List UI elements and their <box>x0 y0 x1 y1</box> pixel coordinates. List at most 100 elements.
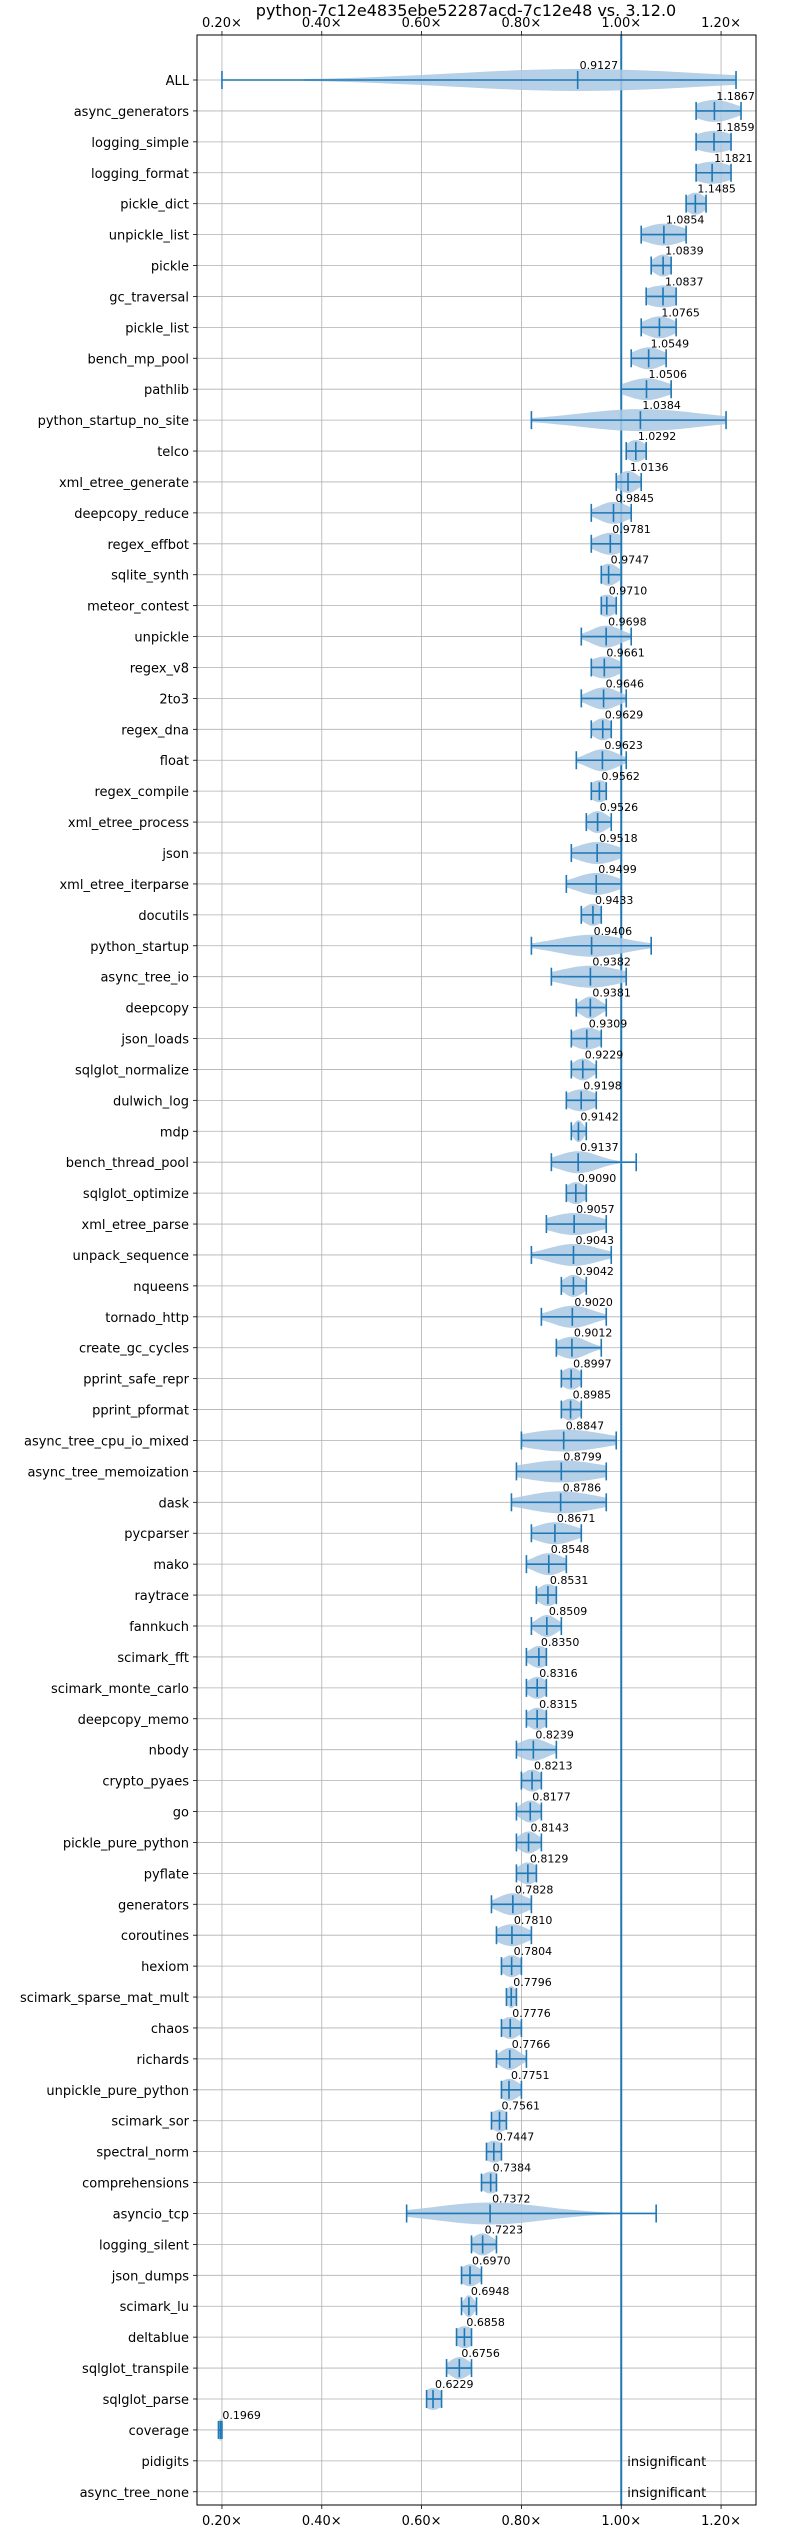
value-label: 0.9710 <box>609 585 648 598</box>
value-label: 0.9043 <box>575 1234 614 1247</box>
x-tick-label-top: 0.60× <box>402 16 442 31</box>
x-tick-label-bottom: 0.80× <box>501 2514 541 2529</box>
axis-layer: 0.20× 0.20× 0.40× 0.40× 0.60× 0.60× 0.80× 0.80×… <box>20 16 741 2529</box>
value-label: 0.9406 <box>594 925 633 938</box>
y-tick-label: 2to3 <box>159 692 189 707</box>
value-label: 0.9629 <box>605 708 644 721</box>
value-label: 0.8213 <box>534 1760 573 1773</box>
chart-title: python-7c12e4835ebe52287acd-7c12e48 vs. … <box>256 1 676 20</box>
y-tick-label: dask <box>158 1496 189 1511</box>
y-tick-label: bench_thread_pool <box>66 1156 189 1171</box>
value-label: 0.8509 <box>549 1605 588 1618</box>
y-tick-label: crypto_pyaes <box>102 1775 189 1790</box>
y-tick-label: scimark_sparse_mat_mult <box>20 1991 189 2006</box>
y-tick-label: async_tree_io <box>100 971 189 986</box>
y-tick-label: asyncio_tcp <box>113 2207 189 2222</box>
value-label: 0.6948 <box>471 2285 510 2298</box>
value-label: 0.7828 <box>515 1883 554 1896</box>
y-tick-label: scimark_monte_carlo <box>51 1682 189 1697</box>
value-label: 0.9698 <box>608 616 647 629</box>
value-label: 0.9499 <box>598 863 637 876</box>
value-label: 0.8143 <box>531 1821 570 1834</box>
value-label: 0.7766 <box>512 2038 551 2051</box>
y-tick-label: regex_compile <box>94 785 189 800</box>
y-tick-label: xml_etree_process <box>68 816 189 831</box>
y-tick-label: pprint_pformat <box>92 1404 189 1419</box>
value-label: 0.8786 <box>563 1481 602 1494</box>
y-tick-label: generators <box>118 1898 189 1913</box>
value-label: 1.0506 <box>648 368 687 381</box>
value-label: 0.7776 <box>512 2007 551 2020</box>
y-tick-label: mdp <box>160 1125 189 1140</box>
y-tick-label: xml_etree_iterparse <box>59 878 189 893</box>
value-label: 0.9127 <box>580 59 619 72</box>
y-tick-label: xml_etree_parse <box>82 1218 189 1233</box>
y-tick-label: xml_etree_generate <box>59 476 189 491</box>
value-label: 0.9020 <box>574 1296 613 1309</box>
value-label: 0.9518 <box>599 832 638 845</box>
value-label: 0.8177 <box>532 1791 571 1804</box>
y-tick-label: regex_v8 <box>130 661 189 676</box>
y-tick-label: deepcopy_reduce <box>74 507 189 522</box>
y-tick-label: pickle_list <box>125 321 189 336</box>
value-label: 0.7384 <box>493 2162 532 2175</box>
y-tick-label: spectral_norm <box>96 2146 189 2161</box>
value-label: 0.9526 <box>600 801 639 814</box>
value-label: 0.7804 <box>514 1945 553 1958</box>
value-label: 0.8129 <box>530 1852 569 1865</box>
y-tick-label: ALL <box>166 74 190 89</box>
y-tick-label: meteor_contest <box>87 600 189 615</box>
y-tick-label: chaos <box>151 2022 189 2037</box>
value-label: 0.7447 <box>496 2131 535 2144</box>
y-tick-label: sqlglot_parse <box>103 2393 189 2408</box>
y-tick-label: sqlglot_normalize <box>75 1063 189 1078</box>
y-tick-label: gc_traversal <box>109 290 189 305</box>
value-label: 1.0136 <box>630 461 669 474</box>
value-label: 1.1821 <box>714 152 753 165</box>
value-label: 0.9382 <box>592 956 631 969</box>
x-tick-label-top: 1.00× <box>601 16 641 31</box>
y-tick-label: python_startup <box>90 940 189 955</box>
y-tick-label: create_gc_cycles <box>79 1342 189 1357</box>
value-label: 0.8997 <box>573 1358 612 1371</box>
value-label: 0.1969 <box>222 2409 261 2422</box>
y-tick-label: sqlglot_transpile <box>82 2362 189 2377</box>
value-label: 0.9042 <box>575 1265 614 1278</box>
y-tick-label: richards <box>137 2053 190 2068</box>
x-tick-label-top: 0.40× <box>302 16 342 31</box>
value-label: 0.9433 <box>595 894 634 907</box>
value-label: 1.0765 <box>661 306 700 319</box>
value-label: 0.9142 <box>580 1110 619 1123</box>
y-tick-label: deltablue <box>128 2331 189 2346</box>
y-tick-label: json <box>161 847 189 862</box>
y-tick-label: unpickle_pure_python <box>46 2084 189 2099</box>
y-tick-label: logging_silent <box>99 2238 189 2253</box>
value-label: 1.1859 <box>716 121 755 134</box>
y-tick-label: scimark_sor <box>111 2115 189 2130</box>
value-label: 0.8671 <box>557 1512 596 1525</box>
y-tick-label: tornado_http <box>105 1311 189 1326</box>
value-label: 0.9646 <box>606 677 645 690</box>
value-label: 0.9309 <box>589 1018 628 1031</box>
y-tick-label: json_loads <box>120 1033 189 1048</box>
value-label: 0.9057 <box>576 1203 615 1216</box>
x-tick-label-top: 0.80× <box>501 16 541 31</box>
y-tick-label: scimark_lu <box>120 2300 189 2315</box>
value-label: 0.8799 <box>563 1450 602 1463</box>
insignificant-label: insignificant <box>627 2455 706 2470</box>
y-tick-label: sqlite_synth <box>111 569 189 584</box>
y-tick-label: regex_effbot <box>107 538 189 553</box>
value-label: 0.9623 <box>604 739 643 752</box>
y-tick-label: logging_simple <box>91 136 189 151</box>
y-tick-label: dulwich_log <box>113 1094 189 1109</box>
value-label: 0.8847 <box>566 1419 605 1432</box>
value-label: 0.8985 <box>573 1389 612 1402</box>
value-label: 0.9381 <box>592 987 631 1000</box>
value-label: 0.6970 <box>472 2254 511 2267</box>
y-tick-label: scimark_fft <box>117 1651 189 1666</box>
y-tick-label: python_startup_no_site <box>38 414 189 429</box>
label-layer: 0.9127 1.1867 1.1859 1.1821 1.1485 1.0854 1.08… <box>222 59 755 2501</box>
y-tick-label: async_tree_none <box>80 2486 189 2501</box>
y-tick-label: pathlib <box>144 383 189 398</box>
y-tick-label: go <box>173 1806 189 1821</box>
